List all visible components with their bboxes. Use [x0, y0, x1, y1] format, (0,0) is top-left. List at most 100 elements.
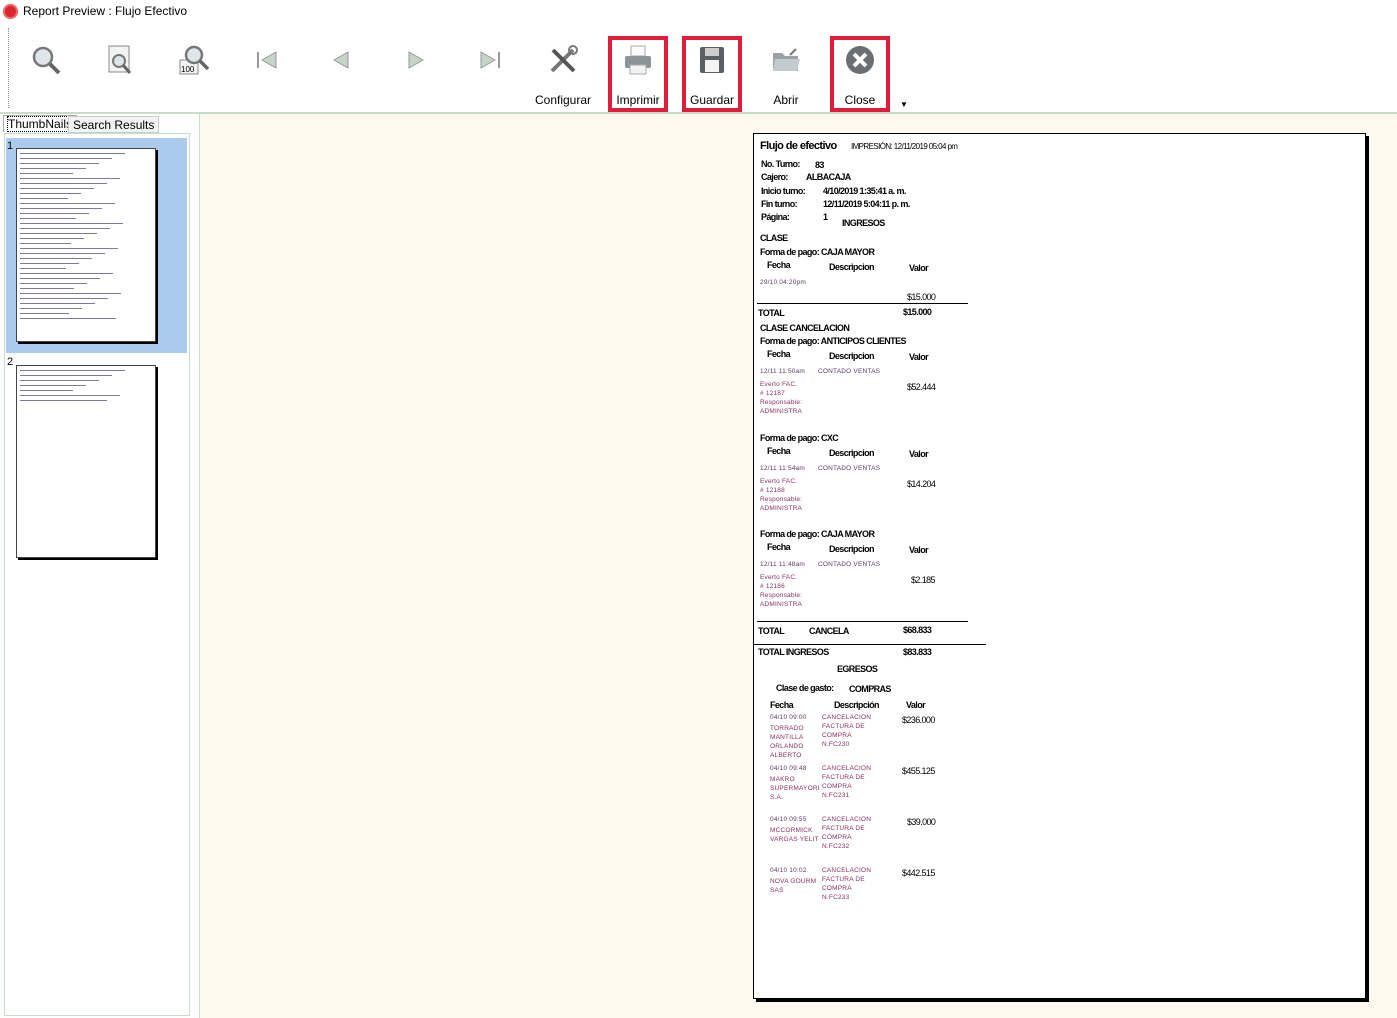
col-fecha: Fecha [770, 700, 794, 710]
row-fecha: 12/11 11:50am [760, 368, 806, 375]
col-fecha: Fecha [767, 446, 791, 456]
egreso-descripcion: COMPRA [822, 783, 852, 790]
app-icon [3, 4, 18, 19]
egreso-descripcion: FACTURA DE [822, 876, 865, 883]
printer-icon [622, 44, 654, 76]
zoom-button[interactable] [16, 36, 76, 112]
thumbnail-text-line [20, 253, 105, 254]
total-value: $15.000 [903, 307, 932, 317]
col-descripcion: Descripcion [829, 351, 875, 361]
row-detail: Responsable: [760, 399, 803, 406]
thumbnail-text-line [20, 273, 113, 274]
printer-button-label: Imprimir [616, 93, 660, 107]
thumbnail-text-line [20, 193, 81, 194]
thumbnail-number: 1 [7, 140, 14, 152]
toolbar-separator [0, 112, 1397, 114]
thumbnail-text-line [20, 243, 71, 244]
save-button[interactable]: Guardar [682, 36, 742, 112]
printer-button[interactable]: Imprimir [608, 36, 668, 112]
tab-thumbnails[interactable]: ThumbNails [3, 115, 78, 132]
header-label: Página: [761, 212, 790, 222]
thumbnail-text-line [20, 198, 68, 199]
egreso-descripcion: COMPRA [822, 885, 852, 892]
egreso-beneficiario: VARGAS YELIT [770, 836, 819, 843]
forma-pago: Forma de pago: ANTICIPOS CLIENTES [760, 336, 906, 346]
title-bar: Report Preview : Flujo Efectivo [0, 0, 1397, 24]
forma-pago: Forma de pago: CAJA MAYOR [760, 529, 875, 539]
egreso-valor: $39.000 [907, 817, 936, 827]
egreso-descripcion: CANCELACION [822, 714, 872, 721]
page-zoom-icon [104, 44, 136, 76]
egreso-fecha: 04/10 09:00 [770, 714, 807, 721]
toolbar-overflow-arrow-icon[interactable]: ▼ [900, 100, 908, 109]
egreso-descripcion: N.FC230 [822, 741, 850, 748]
thumbnail-text-line [20, 288, 74, 289]
row-fecha: 12/11 11:54am [760, 465, 806, 472]
zoom-100-button[interactable]: 100 [164, 36, 224, 112]
thumbnail-text-line [20, 258, 92, 259]
thumbnail-text-line [20, 158, 112, 159]
tools-button[interactable]: Configurar [533, 36, 593, 112]
thumbnail-text-line [20, 238, 84, 239]
forma-pago: Forma de pago: CAJA MAYOR [760, 247, 875, 257]
tools-icon [547, 44, 579, 76]
thumbnail-text-line [20, 228, 110, 229]
tab-search-results[interactable]: Search Results [68, 116, 160, 133]
clase-label: CLASE [760, 233, 788, 243]
thumbnail-text-line [20, 390, 73, 391]
thumbnail-text-line [20, 178, 120, 179]
first-page-button[interactable] [237, 36, 297, 112]
row-valor: $15.000 [907, 292, 936, 302]
thumbnail-text-line [20, 188, 94, 189]
egreso-valor: $455.125 [902, 766, 935, 776]
close-button[interactable]: Close [830, 36, 890, 112]
thumbnail-text-line [20, 153, 125, 154]
egreso-descripcion: CANCELACION [822, 816, 872, 823]
last-page-button[interactable] [460, 36, 520, 112]
egreso-descripcion: N.FC232 [822, 843, 850, 850]
thumbnail-text-line [20, 278, 100, 279]
open-folder-button[interactable]: Abrir [756, 36, 816, 112]
close-icon [844, 44, 876, 76]
thumbnail-text-line [20, 268, 66, 269]
divider [757, 303, 968, 304]
col-descripcion: Descripcion [829, 544, 875, 554]
col-fecha: Fecha [767, 349, 791, 359]
zoom-100-icon: 100 [178, 44, 210, 76]
egreso-beneficiario: SAS [770, 887, 784, 894]
col-valor: Valor [909, 545, 929, 555]
thumbnail-text-line [20, 400, 107, 401]
total-label: TOTAL [758, 308, 785, 318]
col-valor: Valor [909, 449, 929, 459]
total-cancela-label: CANCELA [809, 626, 849, 636]
close-button-label: Close [844, 93, 876, 107]
row-fecha: 29/10 04:20pm [760, 279, 806, 286]
egreso-beneficiario: S.A. [770, 794, 784, 801]
egreso-descripcion: FACTURA DE [822, 825, 865, 832]
egreso-beneficiario: SUPERMAYORI [770, 785, 820, 792]
page-zoom-button[interactable] [90, 36, 150, 112]
thumbnail-text-line [20, 263, 79, 264]
row-fecha: 12/11 11:48am [760, 561, 806, 568]
previous-page-button[interactable] [311, 36, 371, 112]
col-descripcion: Descripcion [829, 262, 875, 272]
thumbnail-text-line [20, 168, 86, 169]
thumbnail-page-1[interactable] [16, 148, 156, 342]
thumbnail-page-2[interactable] [16, 365, 156, 558]
open-folder-button-label: Abrir [773, 93, 799, 107]
svg-text:100: 100 [181, 65, 195, 74]
toolbar-grip[interactable] [8, 28, 9, 108]
col-valor: Valor [906, 700, 926, 710]
next-page-button[interactable] [386, 36, 446, 112]
row-detail: # 12187 [760, 390, 785, 397]
col-fecha: Fecha [767, 260, 791, 270]
egreso-beneficiario: ALBERTO [770, 752, 802, 759]
row-detail: # 12186 [760, 583, 785, 590]
row-detail: ADMINISTRA [760, 505, 803, 512]
egreso-descripcion: N.FC233 [822, 894, 850, 901]
egreso-beneficiario: NOVA GOURM [770, 878, 817, 885]
thumbnail-text-line [20, 370, 125, 371]
header-label: Fin turno: [761, 199, 798, 209]
row-detail: Everto FAC. [760, 381, 798, 388]
col-descripcion: Descripcion [829, 448, 875, 458]
